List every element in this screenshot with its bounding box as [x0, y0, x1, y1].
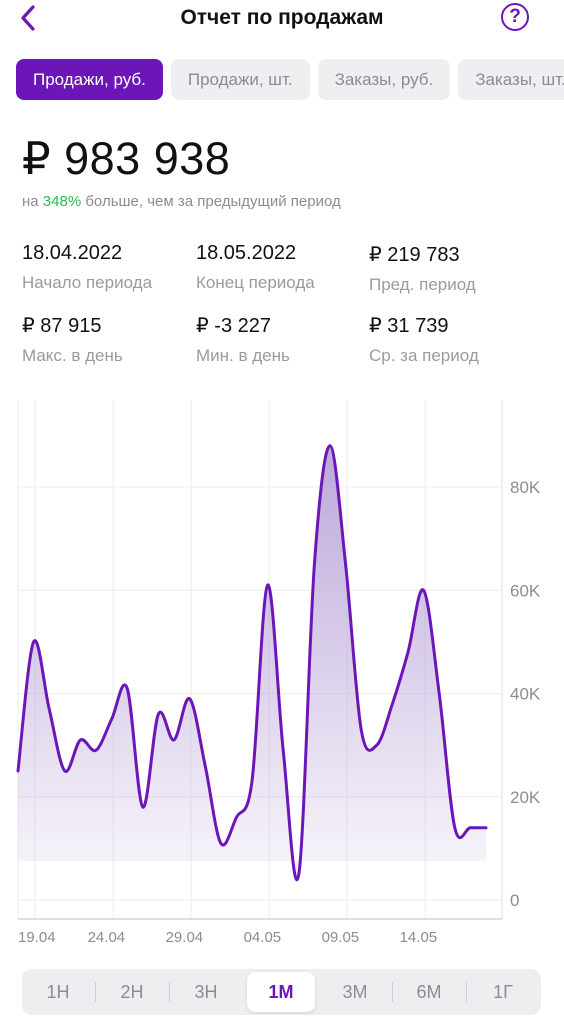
- stat-label: Конец периода: [196, 273, 315, 292]
- stat-value: ₽ 87 915: [22, 315, 102, 337]
- period-2w[interactable]: 2Н: [120, 982, 144, 1002]
- period-1y[interactable]: 1Г: [493, 982, 513, 1002]
- y-tick-label: 0: [510, 891, 519, 910]
- period-divider: [466, 982, 467, 1002]
- x-tick-label: 19.04: [18, 929, 56, 946]
- stat-period-start: 18.04.2022 Начало периода: [22, 242, 152, 293]
- series-area: [18, 445, 486, 880]
- stat-value: 18.04.2022: [22, 242, 123, 264]
- stat-average: ₽ 31 739 Ср. за период: [369, 313, 479, 366]
- back-button[interactable]: [14, 4, 42, 32]
- stat-label: Пред. период: [369, 275, 476, 294]
- page-title: Отчет по продажам: [180, 6, 384, 29]
- comparison-text: на 348% больше, чем за предыдущий период: [22, 193, 341, 210]
- x-tick-label: 14.05: [400, 929, 438, 946]
- stat-max-per-day: ₽ 87 915 Макс. в день: [22, 313, 123, 366]
- period-divider: [392, 982, 393, 1002]
- comparison-suffix: больше, чем за предыдущий период: [81, 193, 341, 210]
- y-tick-label: 20K: [510, 788, 541, 807]
- stat-value: 18.05.2022: [196, 242, 297, 264]
- stat-label: Мин. в день: [196, 346, 290, 365]
- stat-period-end: 18.05.2022 Конец периода: [196, 242, 315, 293]
- comparison-percent: 348%: [42, 193, 82, 210]
- help-button[interactable]: ?: [501, 3, 529, 31]
- stat-value: ₽ -3 227: [196, 315, 271, 337]
- stat-value: ₽ 31 739: [369, 315, 449, 337]
- period-divider: [95, 982, 96, 1002]
- x-tick-label: 09.05: [322, 929, 360, 946]
- comparison-prefix: на: [22, 193, 43, 210]
- x-tick-label: 24.04: [88, 929, 126, 946]
- stat-label: Ср. за период: [369, 346, 479, 365]
- period-6m[interactable]: 6М: [416, 982, 442, 1002]
- y-tick-label: 40K: [510, 685, 541, 704]
- tab-orders-pcs[interactable]: Заказы, шт.: [458, 59, 564, 100]
- total-amount: ₽ 983 938: [22, 133, 231, 184]
- period-3m[interactable]: 3М: [342, 982, 368, 1002]
- y-tick-label: 60K: [510, 581, 541, 600]
- period-divider: [169, 982, 170, 1002]
- stat-label: Начало периода: [22, 273, 153, 292]
- y-tick-label: 80K: [510, 478, 541, 497]
- stat-label: Макс. в день: [22, 346, 123, 365]
- stat-value: ₽ 219 783: [369, 244, 460, 266]
- nav-bar: Отчет по продажам ?: [0, 0, 564, 40]
- period-3w[interactable]: 3Н: [194, 982, 218, 1002]
- period-selector: 1Н 2Н 3Н 1М 3М 6М 1Г: [22, 969, 541, 1015]
- x-tick-label: 04.05: [244, 929, 282, 946]
- stat-min-per-day: ₽ -3 227 Мин. в день: [196, 313, 290, 366]
- period-1m[interactable]: 1М: [247, 972, 315, 1012]
- sales-chart: 80K 60K 40K 20K 0 19.04 24.04 29.04 04.05 09.05 14…: [16, 400, 541, 946]
- chevron-left-icon: [21, 5, 35, 31]
- tab-orders-rub[interactable]: Заказы, руб.: [317, 59, 451, 100]
- period-1w[interactable]: 1Н: [46, 982, 70, 1002]
- tab-sales-pcs[interactable]: Продажи, шт.: [170, 59, 310, 100]
- x-tick-label: 29.04: [166, 929, 204, 946]
- metric-tabs: Продажи, руб. Продажи, шт. Заказы, руб. Зак…: [16, 59, 564, 101]
- stat-previous-period: ₽ 219 783 Пред. период: [369, 242, 476, 295]
- tab-sales-rub[interactable]: Продажи, руб.: [16, 59, 163, 100]
